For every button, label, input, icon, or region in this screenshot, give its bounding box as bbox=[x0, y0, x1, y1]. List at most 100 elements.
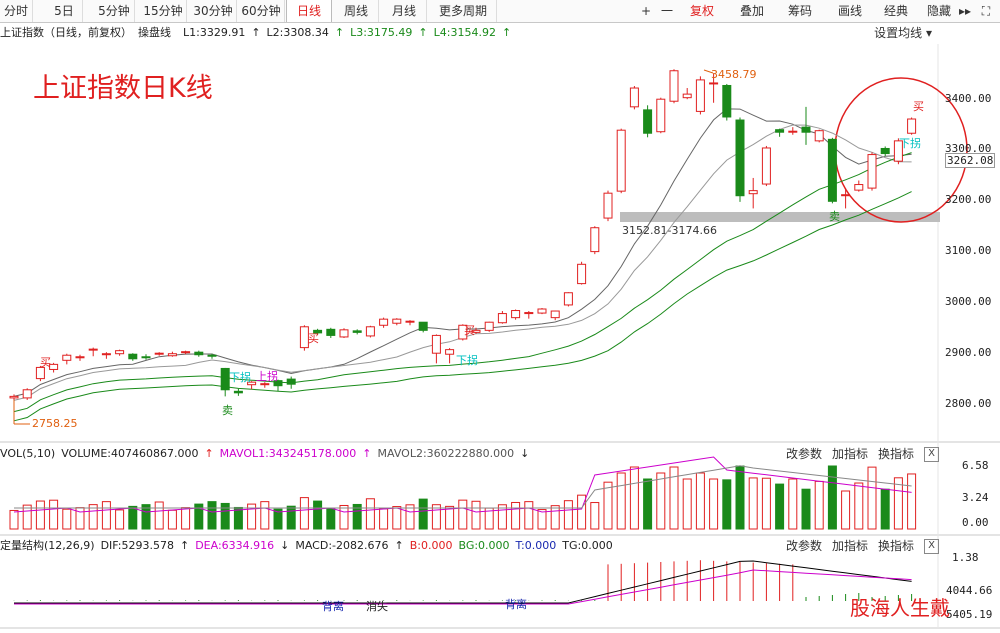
volume-bar bbox=[167, 509, 177, 530]
volume-bar bbox=[260, 501, 270, 530]
up-arrow-icon: ↑ bbox=[251, 26, 261, 39]
volume-bar bbox=[656, 472, 666, 530]
price-tick: 3100.00 bbox=[945, 244, 992, 257]
volume-bar bbox=[616, 472, 626, 530]
volume-bar bbox=[299, 497, 309, 530]
up-arrow-icon: ↑ bbox=[418, 26, 428, 39]
volume-bar bbox=[629, 466, 639, 530]
candle-body bbox=[365, 326, 375, 337]
volume-bar bbox=[352, 503, 362, 530]
draw-line-button[interactable]: 画线 bbox=[837, 4, 862, 18]
tab-more-periods[interactable]: 更多周期 bbox=[430, 0, 497, 22]
change-params-button[interactable]: 改参数 bbox=[786, 539, 823, 553]
volume-bar bbox=[194, 503, 204, 530]
dea-line bbox=[14, 569, 912, 605]
add-indicator-button[interactable]: 加指标 bbox=[832, 539, 869, 553]
add-indicator-button[interactable]: 加指标 bbox=[832, 447, 869, 461]
volume-bar bbox=[590, 502, 600, 530]
more-arrow-icon[interactable]: ▸▸ bbox=[958, 4, 972, 18]
zoom-out-button[interactable]: 一 bbox=[660, 4, 673, 18]
volume-bar bbox=[893, 477, 903, 530]
candle-body bbox=[392, 318, 402, 324]
volume-bar bbox=[880, 488, 890, 530]
up-arrow-icon: ↑ bbox=[501, 26, 512, 39]
tab-5day[interactable]: 5日 bbox=[46, 0, 83, 22]
dif-value: DIF:5293.578 bbox=[100, 539, 174, 552]
volume-bar bbox=[22, 504, 32, 530]
candle-body bbox=[181, 351, 191, 354]
volume-bar bbox=[418, 498, 428, 530]
price-tick: 2900.00 bbox=[945, 346, 992, 359]
candle-body bbox=[115, 350, 125, 355]
volume-bar bbox=[365, 498, 375, 530]
volume-bar bbox=[471, 500, 481, 530]
tab-15min[interactable]: 15分钟 bbox=[140, 0, 187, 22]
candle-body bbox=[273, 380, 283, 387]
volume-bar bbox=[326, 508, 336, 530]
b-value: B:0.000 bbox=[409, 539, 453, 552]
volume-bar bbox=[313, 500, 323, 530]
candle-body bbox=[682, 93, 692, 99]
high-pointer bbox=[703, 69, 714, 74]
candle-body bbox=[775, 129, 785, 133]
zoom-in-button[interactable]: + bbox=[640, 4, 652, 18]
volume-bar bbox=[497, 504, 507, 530]
volume-info-bar: VOL(5,10) VOLUME:407460867.000 ↑ MAVOL1:343… bbox=[0, 446, 535, 462]
macd-info-bar: 定量结构(12,26,9) DIF:5293.578 ↑ DEA:6334.916 ↓ M… bbox=[0, 538, 619, 554]
tab-fenshi[interactable]: 分时 bbox=[0, 0, 33, 22]
price-tick: 3200.00 bbox=[945, 193, 992, 206]
tab-monthly[interactable]: 月线 bbox=[382, 0, 427, 22]
candle-body bbox=[49, 363, 59, 370]
volume-bar bbox=[814, 480, 824, 530]
price-tick: 2800.00 bbox=[945, 397, 992, 410]
candle-body bbox=[629, 87, 639, 108]
up-arrow-icon: ↑ bbox=[204, 447, 214, 460]
volume-bar bbox=[854, 482, 864, 530]
fuquan-button[interactable]: 复权 bbox=[689, 4, 714, 18]
tab-30min[interactable]: 30分钟 bbox=[190, 0, 237, 22]
up-arrow-icon: ↑ bbox=[179, 539, 190, 552]
volume-bar bbox=[286, 505, 296, 530]
set-ma-button[interactable]: 设置均线 ▾ bbox=[874, 24, 932, 42]
candle-body bbox=[313, 329, 323, 334]
switch-indicator-button[interactable]: 换指标 bbox=[878, 447, 915, 461]
tg-value: TG:0.000 bbox=[562, 539, 613, 552]
hide-button[interactable]: 隐藏 bbox=[926, 4, 951, 18]
volume-bar bbox=[247, 503, 257, 530]
change-params-button[interactable]: 改参数 bbox=[786, 447, 823, 461]
candle-body bbox=[207, 354, 217, 357]
close-panel-button[interactable]: X bbox=[924, 539, 939, 554]
tab-60min[interactable]: 60分钟 bbox=[238, 0, 285, 22]
vanish-label: 消失 bbox=[366, 599, 388, 613]
tab-5min[interactable]: 5分钟 bbox=[94, 0, 135, 22]
tab-weekly[interactable]: 周线 bbox=[334, 0, 379, 22]
volume-bar bbox=[577, 494, 587, 530]
down-break-signal: 下拐 bbox=[899, 136, 921, 150]
classic-button[interactable]: 经典 bbox=[883, 4, 908, 18]
l3-value: L3:3175.49 bbox=[350, 26, 413, 39]
volume-bar bbox=[49, 499, 59, 530]
volume-bar bbox=[154, 501, 164, 530]
volume-bar bbox=[339, 504, 349, 530]
tab-daily[interactable]: 日线 bbox=[286, 0, 332, 22]
overlay-button[interactable]: 叠加 bbox=[739, 4, 764, 18]
chips-button[interactable]: 筹码 bbox=[787, 4, 812, 18]
volume-bar bbox=[827, 465, 837, 530]
candle-body bbox=[167, 353, 177, 357]
candle-body bbox=[220, 367, 230, 391]
mavol2-value: MAVOL2:360222880.000 bbox=[377, 447, 515, 460]
volume-bar bbox=[9, 509, 19, 530]
op-label: 操盘线 bbox=[138, 26, 171, 39]
candle-body bbox=[695, 79, 705, 112]
volume-bar bbox=[273, 508, 283, 530]
switch-indicator-button[interactable]: 换指标 bbox=[878, 539, 915, 553]
volume-tick: 0.00 bbox=[962, 516, 989, 529]
candle-body bbox=[893, 140, 903, 162]
close-panel-button[interactable]: X bbox=[924, 447, 939, 462]
candle-body bbox=[761, 147, 771, 185]
volume-bar bbox=[35, 500, 45, 530]
volume-bar bbox=[405, 504, 415, 530]
fullscreen-icon[interactable]: ⛶ bbox=[981, 4, 991, 18]
mavol2-line bbox=[14, 465, 912, 509]
